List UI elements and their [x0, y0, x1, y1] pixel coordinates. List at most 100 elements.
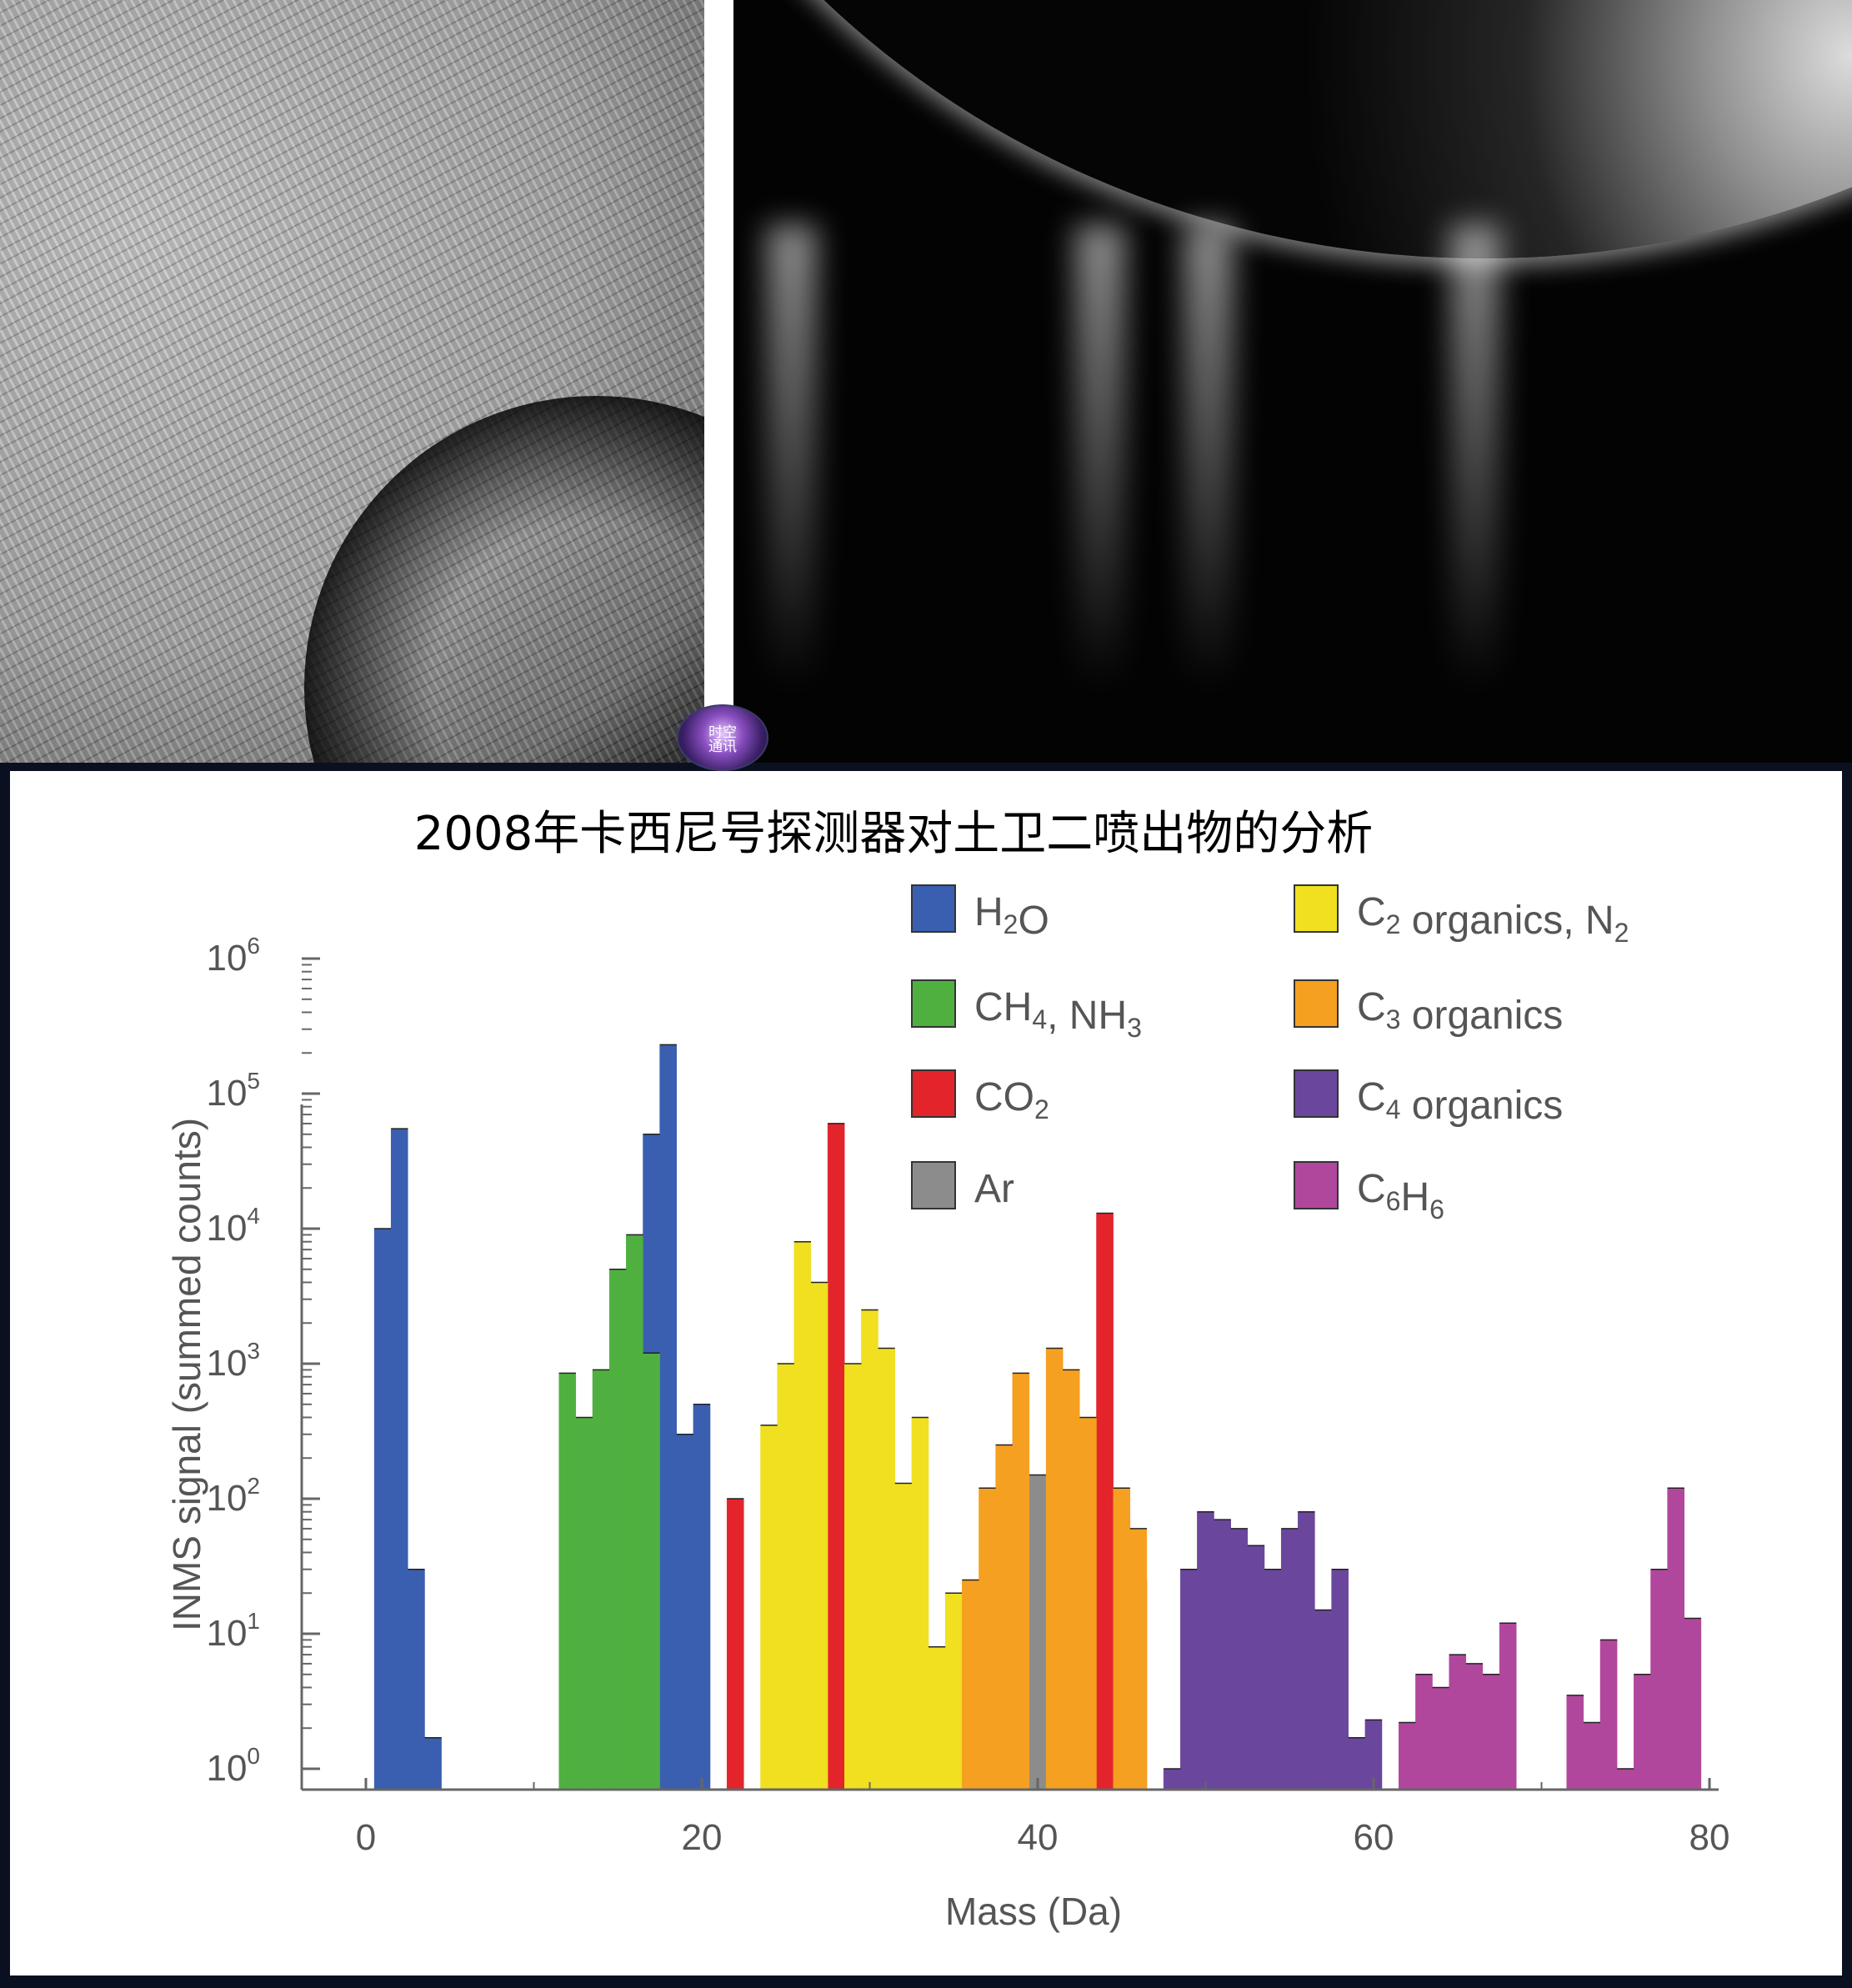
- legend-swatch-ch4nh3: [911, 979, 956, 1028]
- bar-c6h6: [1482, 1674, 1500, 1790]
- bar-c6h6: [1432, 1687, 1449, 1790]
- bar-c4: [1247, 1545, 1265, 1790]
- bar-c2: [810, 1282, 828, 1790]
- bar-ch4nh3: [626, 1234, 643, 1790]
- bar-c6h6: [1667, 1487, 1684, 1790]
- legend-label-c3: C3 organics: [1357, 985, 1563, 1038]
- legend-label-c2: C2 organics, N2: [1357, 890, 1629, 948]
- bar-c4: [1264, 1569, 1282, 1790]
- bar-c6h6: [1684, 1618, 1702, 1790]
- bar-c4: [1180, 1569, 1198, 1790]
- y-tick-label: 104: [206, 1203, 260, 1249]
- bar-ch4nh3: [608, 1269, 627, 1790]
- logo-line-2: 通讯: [708, 739, 737, 755]
- watermark-logo: 时空 通讯: [677, 704, 768, 771]
- bar-c3: [962, 1580, 979, 1790]
- bars-group: [373, 1044, 1702, 1790]
- bar-c3: [1045, 1348, 1064, 1790]
- bar-c6h6: [1599, 1640, 1618, 1790]
- bar-c3: [1062, 1370, 1080, 1790]
- bar-c6h6: [1583, 1722, 1601, 1790]
- bar-c6h6: [1616, 1768, 1634, 1790]
- legend-swatch-c6h6: [1294, 1161, 1339, 1209]
- bar-c3: [979, 1487, 996, 1790]
- bar-c6h6: [1634, 1674, 1651, 1790]
- bar-c6h6: [1449, 1654, 1467, 1790]
- legend-label-ch4nh3: CH4, NH3: [974, 985, 1142, 1043]
- x-tick-label: 60: [1354, 1817, 1394, 1858]
- bar-c4: [1163, 1768, 1181, 1790]
- plume-jet: [1184, 225, 1234, 692]
- bar-c2: [793, 1241, 812, 1790]
- bar-c2: [878, 1348, 895, 1790]
- enceladus-plumes-photo: [733, 0, 1852, 763]
- x-tick-label: 80: [1689, 1817, 1730, 1858]
- bar-h2o: [373, 1228, 392, 1790]
- legend-swatch-c3: [1294, 979, 1339, 1028]
- legend-swatch-c4: [1294, 1069, 1339, 1118]
- legend-label-h2o: H2O: [974, 890, 1049, 943]
- y-tick-label: 106: [206, 933, 260, 979]
- plume-jet: [1075, 225, 1125, 692]
- bar-c3: [1012, 1373, 1030, 1790]
- legend-label-c6h6: C6H6: [1357, 1167, 1444, 1224]
- bar-c2: [844, 1363, 862, 1790]
- bar-c2: [928, 1646, 946, 1790]
- bar-c4: [1298, 1511, 1315, 1790]
- bar-c2: [777, 1363, 795, 1790]
- bar-c6h6: [1499, 1622, 1517, 1790]
- y-tick-label: 100: [206, 1743, 260, 1789]
- bar-c2: [861, 1309, 878, 1790]
- bar-c3: [1113, 1487, 1131, 1790]
- bar-c4: [1197, 1511, 1214, 1790]
- y-axis-label: INMS signal (summed counts): [165, 1118, 208, 1631]
- legend-label-co2: CO2: [974, 1075, 1049, 1124]
- bar-co2: [827, 1123, 845, 1790]
- bar-h2o: [424, 1737, 442, 1790]
- bar-c2: [944, 1592, 963, 1790]
- plume-jet: [767, 225, 817, 692]
- bar-ch4nh3: [592, 1370, 610, 1790]
- bar-c3: [1129, 1528, 1148, 1790]
- enceladus-surface-photo: [0, 0, 704, 763]
- bar-ar: [1029, 1475, 1047, 1790]
- y-tick-label: 102: [206, 1473, 260, 1519]
- bar-c4: [1280, 1528, 1299, 1790]
- legend-swatch-c2: [1294, 884, 1339, 933]
- x-axis-label: Mass (Da): [945, 1890, 1122, 1933]
- photo-divider: [704, 0, 733, 763]
- bar-c4: [1331, 1569, 1349, 1790]
- chart-panel: 2008年卡西尼号探测器对土卫二喷出物的分析 100 101 102 103 104 10…: [10, 771, 1842, 1975]
- bar-c6h6: [1650, 1569, 1668, 1790]
- bar-c2: [911, 1417, 929, 1790]
- plume-jet: [1450, 225, 1500, 692]
- bar-c6h6: [1465, 1663, 1484, 1790]
- x-tick-label: 20: [682, 1817, 723, 1858]
- legend-label-ar: Ar: [974, 1167, 1014, 1211]
- bar-c6h6: [1398, 1722, 1416, 1790]
- bar-ch4nh3: [575, 1417, 593, 1790]
- legend-label-c4: C4 organics: [1357, 1075, 1563, 1128]
- bar-c4: [1348, 1737, 1366, 1790]
- bar-c6h6: [1415, 1674, 1433, 1790]
- y-tick-label: 105: [206, 1068, 260, 1114]
- x-tick-label: 0: [356, 1817, 376, 1858]
- legend-swatch-co2: [911, 1069, 956, 1118]
- bar-co2: [1096, 1213, 1114, 1790]
- y-tick-label: 101: [206, 1608, 260, 1654]
- bar-h2o: [390, 1128, 408, 1790]
- bar-ch4nh3: [643, 1352, 660, 1790]
- bar-c2: [894, 1483, 913, 1790]
- bar-c3: [1079, 1417, 1097, 1790]
- bar-c2: [760, 1425, 778, 1790]
- bar-ch4nh3: [558, 1373, 577, 1790]
- chart-title: 2008年卡西尼号探测器对土卫二喷出物的分析: [413, 807, 1374, 861]
- y-tick-label: 103: [206, 1338, 260, 1384]
- moon-limb: [733, 0, 1852, 258]
- bar-h2o: [676, 1434, 694, 1790]
- legend-swatch-h2o: [911, 884, 956, 933]
- bar-c4: [1230, 1528, 1249, 1790]
- bar-h2o: [659, 1044, 677, 1790]
- bar-c4: [1214, 1519, 1231, 1790]
- logo-line-1: 时空: [708, 724, 737, 741]
